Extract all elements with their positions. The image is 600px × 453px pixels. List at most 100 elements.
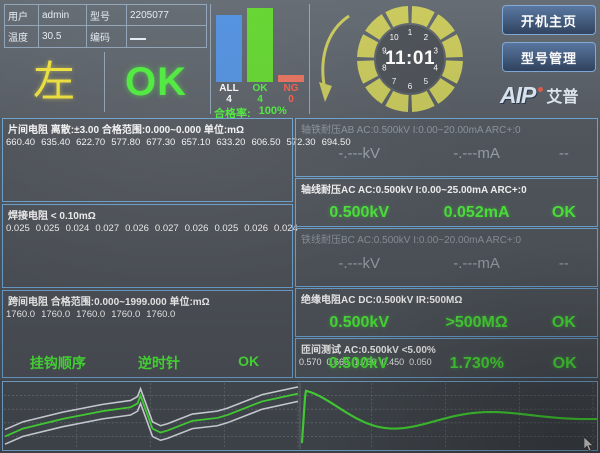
pass-rate-label: 合格率: (214, 108, 251, 120)
iron-wire-bc-voltage: -.---kV (338, 254, 381, 272)
stat-ok: OK 4 (247, 83, 273, 105)
dial-segment-2[interactable] (429, 14, 455, 40)
empty-value-dash (130, 37, 146, 40)
weld-value-1: 0.025 (35, 223, 60, 234)
iron-wire-bc-result: -- (558, 254, 569, 272)
bar-column-ok (247, 8, 273, 82)
info-value-temperature: 30.5 (39, 26, 87, 47)
span-resistance-values: 1760.0 1760.0 1760.0 1760.0 1760.0 (3, 308, 292, 320)
turn-value-1: 0.660 (326, 357, 350, 367)
clock-time: 11:01 (384, 48, 436, 69)
station-dial[interactable]: 1 23 45 6 78 910 (355, 4, 465, 114)
pass-rate-row: 合格率: 100% (214, 105, 308, 121)
bar-all (216, 15, 242, 82)
span-resistance-title: 跨间电阻 合格范围:0.000~1999.000 单位:mΩ (8, 297, 210, 308)
turn-value-0: 0.570 (299, 357, 322, 367)
weld-value-6: 0.026 (184, 223, 209, 234)
iron-wire-withstand-bc-title: 铁线耐压BC AC:0.500kV I:0.00~20.00mA ARC+:0 (301, 235, 522, 246)
span-value-3: 1760.0 (111, 309, 141, 320)
dial-segment-7[interactable] (385, 90, 409, 112)
operator-info-table: 用户 admin 型号 2205077 温度 30.5 编码 (4, 4, 207, 48)
tolerance-band-lower (4, 400, 299, 445)
dial-segment-5[interactable] (429, 78, 455, 104)
boot-home-button[interactable]: 开机主页 (502, 5, 596, 35)
waveform-svg (3, 382, 597, 450)
span-resistance-panel: 跨间电阻 合格范围:0.000~1999.000 单位:mΩ 1760.0 176… (2, 290, 293, 378)
info-value-model: 2205077 (127, 5, 206, 26)
turn-to-turn-readout: 0.500kV 1.730% OK (295, 340, 598, 372)
dial-segment-11[interactable] (365, 14, 391, 40)
span-value-4: 1760.0 (146, 309, 176, 320)
measurement-body: 片间电阻 离散:±3.00 合格范围:0.000~0.000 单位:mΩ 660… (0, 118, 600, 380)
dial-segment-4[interactable] (441, 60, 463, 84)
bar-column-all (216, 15, 242, 82)
resistance-column: 片间电阻 离散:±3.00 合格范围:0.000~0.000 单位:mΩ 660… (2, 118, 351, 378)
chip-resistance-panel: 片间电阻 离散:±3.00 合格范围:0.000~0.000 单位:mΩ 660… (2, 118, 351, 202)
weld-value-3: 0.027 (95, 223, 120, 234)
dial-position-label-1: 1 (408, 28, 413, 37)
dial-segment-12[interactable] (385, 6, 409, 28)
dial-position-label-9: 9 (382, 47, 387, 56)
info-label-user: 用户 (5, 5, 39, 26)
weld-value-0: 0.025 (6, 223, 30, 234)
side-indicator: 左 (32, 58, 75, 105)
dial-position-label-4: 4 (433, 63, 438, 72)
pass-rate-value: 100% (258, 105, 287, 117)
weld-value-8: 0.026 (244, 223, 269, 234)
weld-value-9: 0.024 (274, 223, 298, 234)
shaft-wire-withstand-ac-title: 轴线耐压AC AC:0.500kV I:0.00~25.00mA ARC+:0 (301, 185, 527, 196)
dial-segment-10[interactable] (357, 34, 379, 58)
hook-result: OK (238, 353, 260, 369)
overall-status-row: 左 OK (4, 50, 207, 114)
insulation-ac-result: OK (551, 314, 576, 331)
hook-direction: 逆时针 (138, 355, 181, 371)
insulation-resistance-ac-panel: 绝缘电阻AC DC:0.500kV IR:500MΩ 0.500kV >500M… (295, 288, 598, 337)
hook-order-label: 挂钩顺序 (29, 355, 86, 371)
header-background (0, 0, 600, 118)
shaft-iron-withstand-ab-panel: 轴铁耐压AB AC:0.500kV I:0.00~20.00mA ARC+:0 … (295, 118, 598, 177)
chip-value-6: 633.20 (216, 137, 246, 148)
shaft-wire-withstand-ac-readout: 0.500kV 0.052mA OK (296, 196, 597, 228)
info-value-user: admin (39, 5, 87, 26)
dial-segment-8[interactable] (365, 78, 391, 104)
logo-cn-name: 艾普 (546, 89, 579, 106)
dial-segment-3[interactable] (441, 34, 463, 58)
weld-resistance-title: 焊接电阻 < 0.10mΩ (8, 211, 96, 222)
turn-result: OK (552, 355, 577, 372)
station-dial-widget: 1 2 3 4 5 6 7 8 9 10 11:01 (315, 2, 495, 116)
info-label-code: 编码 (87, 26, 127, 47)
statistics-bar-chart (216, 8, 304, 82)
iron-wire-withstand-bc-readout: -.---kV -.---mA -- (296, 246, 597, 278)
turn-to-turn-title: 匝间测试 AC:0.500kV <5.00% (301, 345, 436, 356)
shaft-wire-ac-voltage: 0.500kV (329, 204, 389, 221)
statistics-labels: ALL 4 OK 4 NG 0 (216, 83, 304, 105)
turn-voltage: 0.500kV (328, 355, 389, 372)
dial-segment-6[interactable] (411, 90, 435, 112)
chip-value-9: 694.50 (321, 137, 351, 148)
stat-all: ALL 4 (216, 83, 242, 105)
dial-segment-1[interactable] (411, 6, 435, 28)
info-value-code (127, 26, 206, 47)
dial-position-label-5: 5 (424, 77, 429, 86)
waveform-chart[interactable] (2, 381, 598, 451)
turn-value-4: 0.050 (409, 357, 432, 367)
dial-position-label-3: 3 (433, 47, 438, 56)
dial-position-label-2: 2 (424, 33, 429, 42)
shaft-wire-ac-current: 0.052mA (443, 204, 510, 221)
insulation-resistance-ac-readout: 0.500kV >500MΩ OK (296, 306, 597, 338)
weld-resistance-values: 0.025 0.025 0.024 0.027 0.026 0.027 0.026 0.025… (3, 222, 298, 234)
stat-all-name: ALL (219, 83, 239, 94)
stat-ng: NG 0 (278, 83, 304, 105)
model-management-button[interactable]: 型号管理 (502, 42, 596, 72)
stat-ng-value: 0 (288, 94, 294, 105)
chip-value-1: 635.40 (41, 137, 71, 148)
dial-segment-9[interactable] (357, 60, 379, 84)
info-label-temperature: 温度 (5, 26, 39, 47)
shaft-wire-ac-result: OK (551, 204, 576, 221)
chip-value-5: 657.10 (181, 137, 211, 148)
chip-value-3: 577.80 (111, 137, 141, 148)
stat-ok-value: 4 (257, 94, 263, 105)
resistance-trace (4, 392, 299, 438)
turn-to-turn-test-panel: 匝间测试 AC:0.500kV <5.00% 0.570 0.660 1.730 0.… (295, 338, 598, 378)
